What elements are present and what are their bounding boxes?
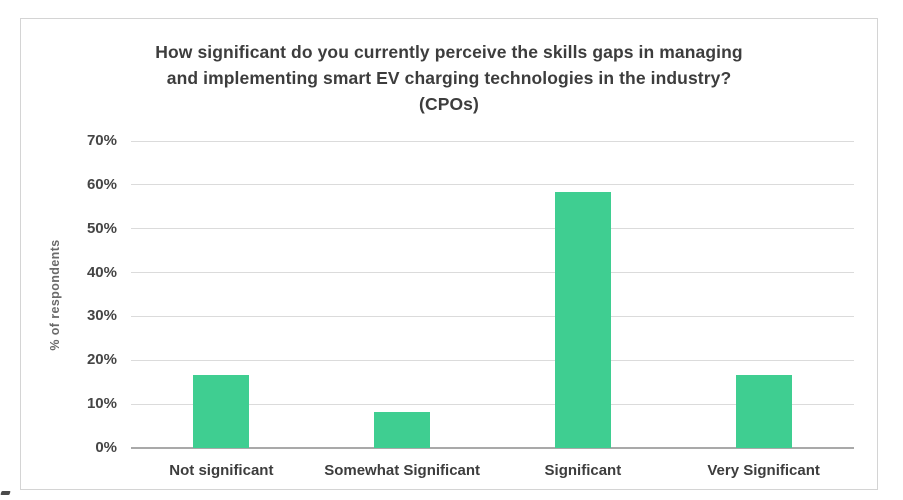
bar-somewhat-significant	[374, 411, 431, 448]
y-tick-label-20pct: 20%	[86, 351, 117, 369]
x-axis-line	[131, 447, 854, 449]
y-tick-label-60pct: 60%	[86, 175, 117, 193]
chart-title-line-2: and implementing smart EV charging techn…	[166, 68, 732, 88]
x-category-label-very-significant: Very Significant	[707, 462, 820, 479]
chart-container: How significant do you currently perceiv…	[20, 18, 878, 490]
gridline-40%	[131, 272, 854, 274]
gridline-30%	[131, 315, 854, 317]
gridline-70%	[131, 140, 854, 142]
gridline-10%	[131, 403, 854, 405]
x-category-label-somewhat-significant: Somewhat Significant	[324, 462, 481, 479]
gridline-20%	[131, 359, 854, 361]
chart-title: How significant do you currently perceiv…	[21, 39, 877, 117]
scan-artifact-mark	[0, 491, 11, 495]
gridline-50%	[131, 228, 854, 230]
y-tick-label-30pct: 30%	[86, 307, 117, 325]
y-tick-label-10pct: 10%	[86, 395, 117, 413]
x-category-label-significant: Significant	[544, 462, 622, 479]
bar-not-significant	[193, 374, 250, 448]
y-axis-title: % of respondents	[48, 238, 62, 351]
y-tick-label-0pct: 0%	[95, 439, 117, 456]
y-tick-label-70pct: 70%	[86, 132, 117, 149]
gridline-60%	[131, 184, 854, 186]
x-category-label-not-significant: Not significant	[169, 462, 274, 479]
bar-significant	[554, 192, 611, 448]
bar-very-significant	[735, 374, 792, 448]
chart-title-line-1: How significant do you currently perceiv…	[155, 42, 743, 62]
plot-area: % of respondents 0% 10% 20% 30% 40% 50% 60% 70%…	[48, 132, 854, 479]
y-tick-label-50pct: 50%	[86, 219, 117, 237]
y-tick-label-40pct: 40%	[86, 263, 117, 281]
chart-title-line-3: (CPOs)	[419, 94, 479, 114]
